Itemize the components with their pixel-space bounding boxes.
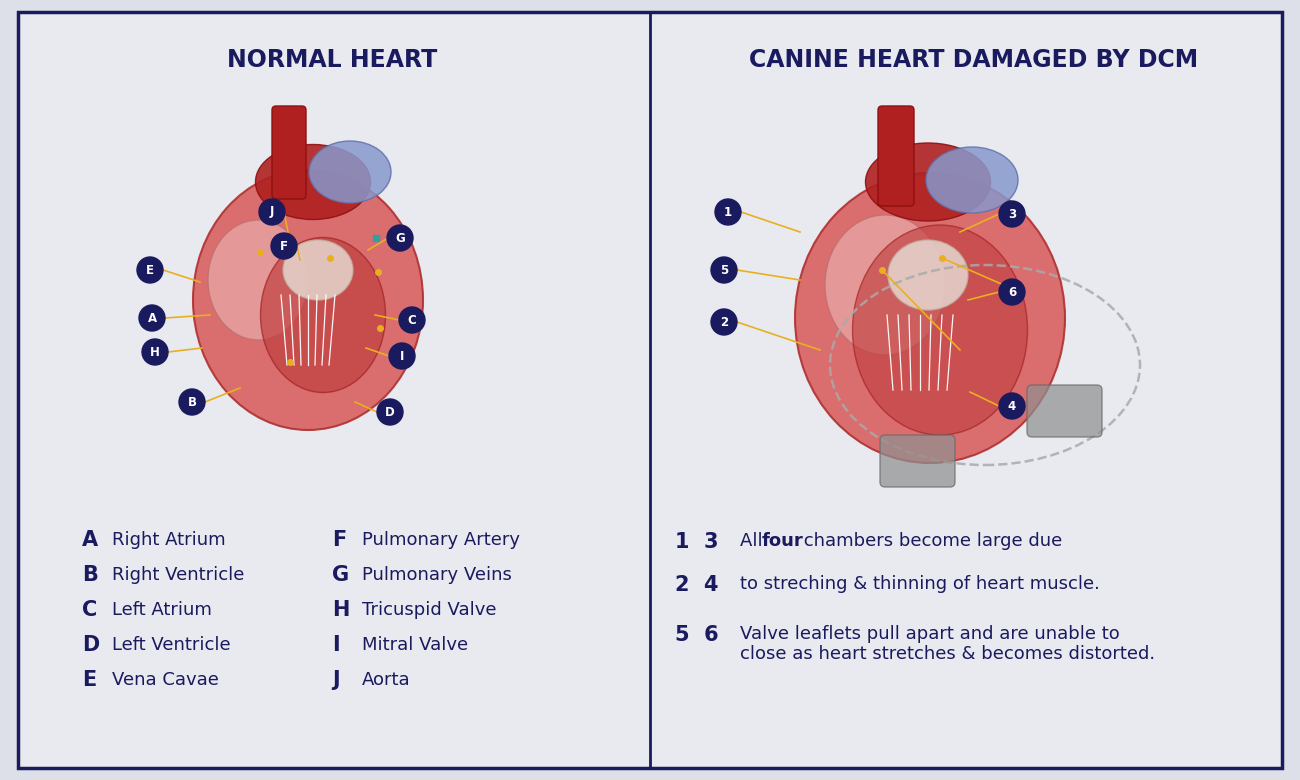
Text: 5  6: 5 6 [675,625,719,645]
Text: I: I [332,635,339,655]
Text: D: D [385,406,395,419]
Text: G: G [395,232,404,244]
Text: 2: 2 [720,315,728,328]
Circle shape [142,339,168,365]
Ellipse shape [256,144,370,219]
Circle shape [387,225,413,251]
Text: Left Ventricle: Left Ventricle [112,636,230,654]
FancyBboxPatch shape [272,106,306,199]
Text: B: B [82,565,98,585]
Circle shape [179,389,205,415]
Ellipse shape [796,173,1065,463]
Circle shape [711,257,737,283]
Text: Valve leaflets pull apart and are unable to: Valve leaflets pull apart and are unable… [740,625,1119,643]
Circle shape [998,201,1024,227]
Text: F: F [332,530,346,550]
Circle shape [389,343,415,369]
Text: H: H [332,600,350,620]
Text: 3: 3 [1008,207,1017,221]
Ellipse shape [260,237,386,392]
Ellipse shape [926,147,1018,213]
Circle shape [998,393,1024,419]
Text: 1  3: 1 3 [675,532,719,552]
Text: Right Atrium: Right Atrium [112,531,226,549]
Text: 2  4: 2 4 [675,575,719,595]
Text: E: E [146,264,153,276]
Circle shape [136,257,162,283]
Text: Mitral Valve: Mitral Valve [361,636,468,654]
Text: 6: 6 [1008,285,1017,299]
Text: NORMAL HEART: NORMAL HEART [227,48,437,72]
Text: Vena Cavae: Vena Cavae [112,671,218,689]
Circle shape [377,399,403,425]
Text: A: A [147,311,156,324]
Text: close as heart stretches & becomes distorted.: close as heart stretches & becomes disto… [740,645,1156,663]
Circle shape [711,309,737,335]
Text: 5: 5 [720,264,728,276]
Ellipse shape [853,225,1027,435]
Ellipse shape [283,240,354,300]
Text: C: C [408,314,416,327]
Text: four: four [762,532,803,550]
Ellipse shape [309,141,391,203]
Circle shape [139,305,165,331]
Text: 1: 1 [724,205,732,218]
Text: C: C [82,600,98,620]
Text: A: A [82,530,98,550]
Text: Right Ventricle: Right Ventricle [112,566,244,584]
Text: B: B [187,395,196,409]
Text: All: All [740,532,768,550]
Text: H: H [150,346,160,359]
Text: Left Atrium: Left Atrium [112,601,212,619]
Text: Tricuspid Valve: Tricuspid Valve [361,601,497,619]
Ellipse shape [826,215,945,355]
Text: Pulmonary Veins: Pulmonary Veins [361,566,512,584]
Text: I: I [400,349,404,363]
FancyBboxPatch shape [880,435,956,487]
Text: to streching & thinning of heart muscle.: to streching & thinning of heart muscle. [740,575,1100,593]
Text: E: E [82,670,96,690]
Circle shape [715,199,741,225]
Circle shape [259,199,285,225]
Text: D: D [82,635,99,655]
Text: F: F [280,239,289,253]
Text: Aorta: Aorta [361,671,411,689]
Circle shape [399,307,425,333]
Text: 4: 4 [1008,399,1017,413]
Text: Pulmonary Artery: Pulmonary Artery [361,531,520,549]
Circle shape [270,233,296,259]
Text: CANINE HEART DAMAGED BY DCM: CANINE HEART DAMAGED BY DCM [749,48,1199,72]
Ellipse shape [866,143,991,221]
Text: chambers become large due: chambers become large due [798,532,1062,550]
Circle shape [998,279,1024,305]
FancyBboxPatch shape [18,12,1282,768]
Text: J: J [332,670,339,690]
Text: J: J [270,205,274,218]
Ellipse shape [208,220,308,340]
Text: G: G [332,565,350,585]
Ellipse shape [192,170,422,430]
FancyBboxPatch shape [1027,385,1102,437]
FancyBboxPatch shape [878,106,914,206]
Ellipse shape [888,240,968,310]
